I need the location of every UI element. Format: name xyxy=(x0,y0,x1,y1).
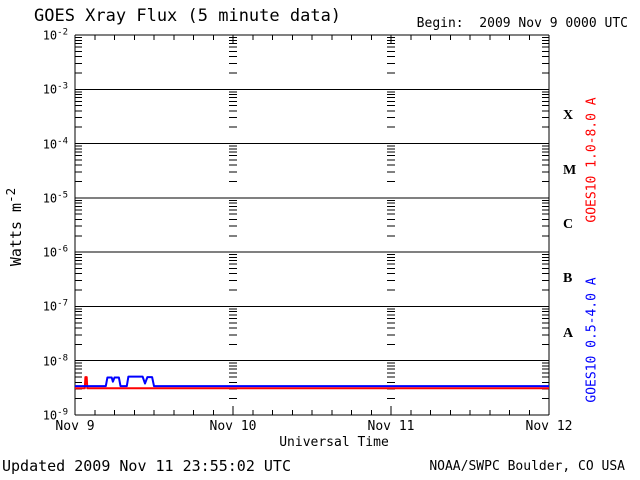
y-tick-label-1e-8: 10-8 xyxy=(42,353,68,369)
y-tick-label-1e-3: 10-3 xyxy=(42,81,68,97)
y-tick-label-1e-4: 10-4 xyxy=(42,136,68,152)
y-tick-label-1e-6: 10-6 xyxy=(42,244,68,260)
noaa-credit: NOAA/SWPC Boulder, CO USA xyxy=(429,459,625,474)
flare-class-m: M xyxy=(563,162,577,178)
y-tick-label-1e-2: 10-2 xyxy=(42,27,68,43)
y-tick-label-1e-9: 10-9 xyxy=(42,407,68,423)
series-line-long xyxy=(75,376,549,390)
series-label-goes10-long: GOES10 1.0-8.0 A xyxy=(584,97,600,223)
begin-time-label: Begin: 2009 Nov 9 0000 UTC xyxy=(416,16,628,31)
x-tick-label-nov-10: Nov 10 xyxy=(209,419,257,434)
updated-timestamp: Updated 2009 Nov 11 23:55:02 UTC xyxy=(2,457,291,475)
y-axis-label-exponent: -2 xyxy=(3,187,18,203)
x-tick-label-nov-12: Nov 12 xyxy=(525,419,573,434)
flare-class-b: B xyxy=(563,271,573,287)
series-label-goes10-short: GOES10 0.5-4.0 A xyxy=(584,277,600,403)
chart-title: GOES Xray Flux (5 minute data) xyxy=(34,6,342,26)
x-tick-label-nov-9: Nov 9 xyxy=(55,419,95,434)
flare-class-a: A xyxy=(563,325,574,341)
flare-class-x: X xyxy=(563,108,574,124)
flare-class-c: C xyxy=(563,217,574,233)
x-axis-label: Universal Time xyxy=(279,435,389,450)
y-tick-label-1e-7: 10-7 xyxy=(42,298,68,314)
series-line-short xyxy=(75,375,549,388)
y-axis-label-base: Watts m xyxy=(7,202,25,267)
x-tick-label-nov-11: Nov 11 xyxy=(367,419,415,434)
y-axis-label: Watts m-2 xyxy=(3,188,25,266)
y-tick-label-1e-5: 10-5 xyxy=(42,190,68,206)
